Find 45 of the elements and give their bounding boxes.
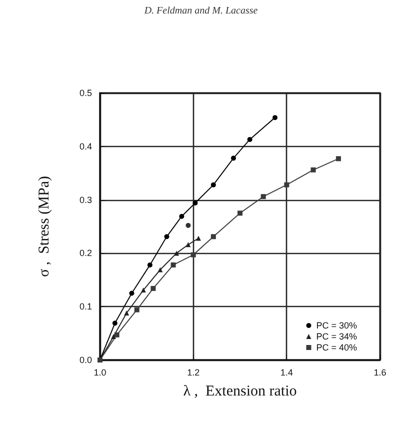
y-tick-label: 0.5: [79, 88, 92, 98]
x-tick-label: 1.4: [280, 368, 293, 378]
point: [190, 252, 196, 258]
x-axis-title: λ , Extension ratio: [183, 384, 297, 400]
point: [210, 234, 216, 240]
point: [272, 115, 278, 120]
point: [158, 267, 163, 272]
point: [111, 334, 116, 340]
point: [147, 262, 152, 268]
point: [192, 200, 198, 206]
point: [174, 250, 180, 256]
point: [238, 210, 242, 216]
point: [247, 136, 252, 142]
y-axis-title: σ , Stress (MPa): [36, 176, 52, 278]
x-tick-label: 1.0: [94, 368, 106, 378]
point: [170, 262, 176, 268]
point: [310, 167, 316, 172]
legend-label: PC = 30%: [316, 320, 358, 330]
point: [129, 290, 134, 296]
point: [179, 214, 184, 219]
y-tick-label: 0.3: [79, 194, 92, 205]
point: [150, 286, 156, 291]
text: D. Feldman and M. Lacasse: [143, 6, 258, 16]
y-tick-label: 0.1: [79, 302, 92, 312]
point: [186, 242, 191, 248]
y-tick-label: 0.2: [79, 248, 92, 258]
legend-label: PC = 40%: [316, 342, 358, 352]
point: [124, 310, 130, 316]
point: [114, 332, 120, 338]
point: [186, 222, 191, 228]
point: [134, 307, 140, 312]
point: [230, 156, 236, 161]
point: [284, 182, 290, 188]
point: [336, 156, 341, 162]
point: [164, 234, 170, 240]
x-tick-label: 1.2: [187, 368, 200, 378]
point: [140, 288, 146, 293]
x-tick-label: 1.6: [374, 368, 386, 378]
y-tick-label: 0.4: [79, 141, 92, 152]
legend-label: PC = 34%: [316, 332, 358, 342]
point: [260, 194, 266, 200]
point: [210, 182, 216, 188]
point: [112, 320, 118, 326]
y-tick-label: 0.0: [79, 355, 92, 365]
point: [196, 236, 201, 241]
